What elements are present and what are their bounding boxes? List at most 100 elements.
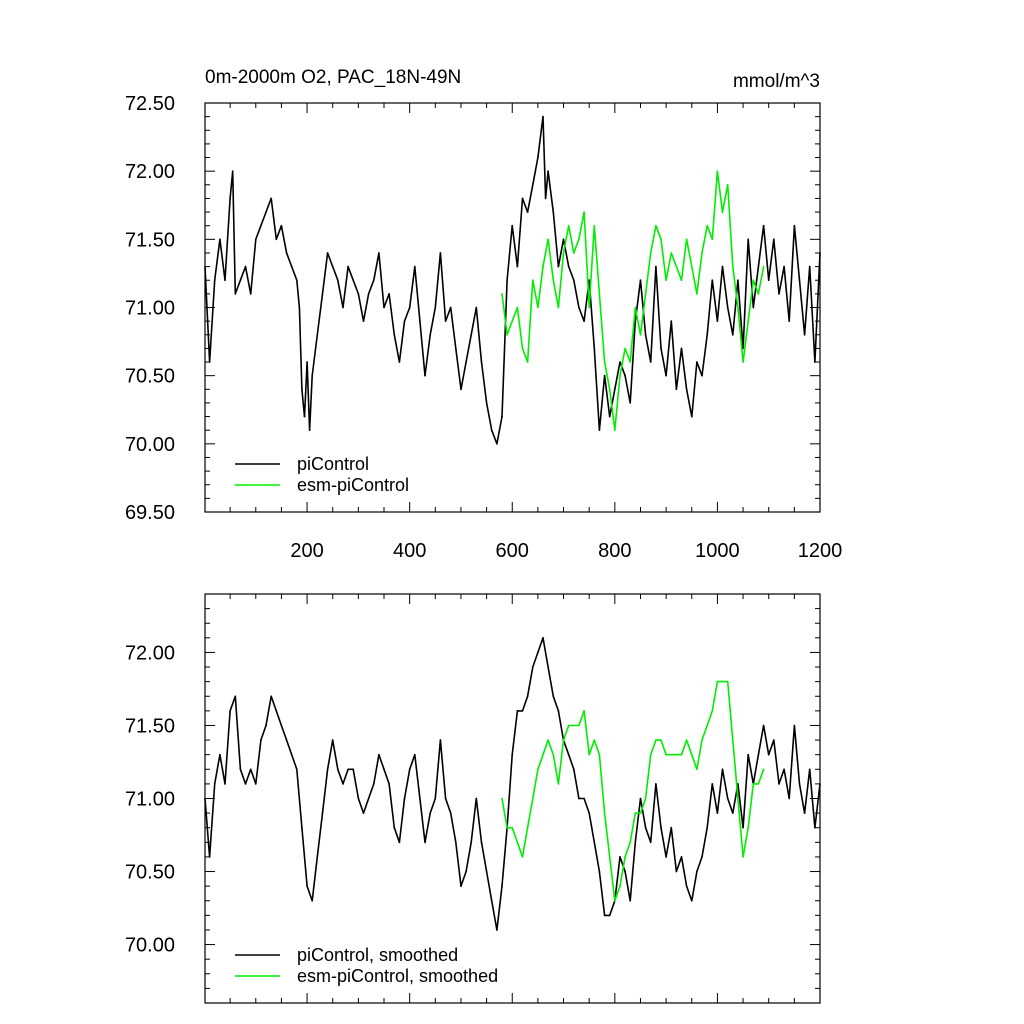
data-point	[629, 361, 632, 363]
data-point	[819, 783, 821, 785]
data-point	[634, 841, 637, 844]
data-point	[732, 333, 734, 336]
data-point	[793, 724, 796, 727]
data-point	[444, 320, 447, 322]
data-point	[660, 826, 662, 829]
data-point	[608, 914, 611, 917]
data-point	[696, 870, 698, 873]
data-point	[701, 374, 703, 377]
data-point	[783, 265, 785, 268]
data-point	[249, 293, 252, 295]
data-point	[347, 265, 349, 268]
data-point	[680, 856, 683, 858]
data-point	[593, 841, 596, 844]
data-point	[526, 361, 529, 363]
data-point	[716, 170, 719, 172]
series-line-picontrol	[204, 115, 821, 445]
data-point	[696, 361, 698, 363]
x-tick-label: 600	[496, 540, 529, 562]
data-point	[747, 320, 749, 322]
data-point	[649, 753, 652, 756]
data-point	[603, 812, 606, 814]
y-tick-label: 71.00	[125, 789, 175, 811]
data-point	[690, 265, 693, 268]
data-point	[624, 856, 626, 858]
data-point	[306, 885, 308, 887]
data-point	[357, 797, 360, 800]
data-point	[480, 841, 483, 844]
data-point	[696, 768, 698, 771]
data-point	[665, 856, 667, 858]
data-point	[757, 753, 760, 756]
data-point	[275, 238, 278, 241]
data-point	[326, 252, 329, 254]
data-point	[270, 197, 272, 200]
data-point	[337, 768, 339, 771]
data-point	[608, 856, 611, 858]
data-point	[696, 293, 698, 295]
data-point	[213, 783, 216, 785]
data-point	[465, 870, 467, 873]
data-point	[362, 320, 365, 322]
top-panel: 200 400 600 800 1000 1200 69.50 70.00 70.50 71.00…	[125, 93, 842, 562]
data-point	[542, 115, 544, 118]
data-point	[675, 753, 678, 756]
data-point	[737, 783, 739, 785]
data-point	[588, 753, 590, 756]
data-point	[388, 783, 390, 785]
data-point	[239, 279, 242, 282]
data-point	[511, 826, 514, 829]
data-point	[706, 826, 708, 829]
data-point	[732, 265, 734, 268]
data-point	[219, 753, 221, 756]
data-point	[537, 768, 539, 771]
data-point	[598, 870, 601, 873]
data-point	[721, 768, 724, 771]
data-point	[552, 695, 555, 698]
x-tick-label: 1200	[798, 540, 843, 562]
data-point	[311, 374, 314, 377]
data-point	[244, 265, 247, 268]
data-point	[239, 768, 242, 771]
data-point	[521, 197, 524, 200]
data-point	[711, 710, 714, 712]
data-point	[572, 252, 575, 254]
data-point	[357, 293, 360, 295]
data-point	[557, 710, 560, 712]
data-point	[624, 347, 626, 350]
data-point	[649, 841, 652, 844]
data-point	[521, 856, 524, 858]
data-point	[306, 361, 308, 363]
data-point	[260, 224, 262, 227]
data-point	[685, 388, 688, 391]
data-point	[578, 724, 580, 727]
data-point	[439, 252, 442, 254]
data-point	[352, 279, 355, 282]
data-point	[367, 797, 370, 800]
x-tick-label: 1000	[695, 540, 740, 562]
data-point	[265, 724, 267, 727]
data-point	[296, 279, 298, 282]
data-point	[547, 238, 549, 241]
data-point	[634, 320, 637, 322]
data-point	[531, 279, 534, 282]
data-point	[701, 252, 703, 254]
data-point	[747, 238, 749, 241]
data-point	[557, 306, 560, 309]
data-point	[475, 306, 478, 309]
data-point	[593, 739, 596, 741]
data-point	[372, 783, 375, 785]
data-point	[280, 224, 283, 227]
data-point	[762, 265, 765, 268]
data-point	[567, 224, 570, 227]
chart-title: 0m-2000m O2, PAC_18N-49N	[205, 67, 461, 88]
data-point	[639, 333, 642, 336]
data-point	[531, 666, 534, 668]
data-point	[798, 783, 801, 785]
data-point	[819, 252, 821, 254]
data-point	[298, 306, 301, 309]
data-point	[572, 724, 575, 727]
data-point	[506, 333, 508, 336]
data-point	[757, 265, 760, 268]
data-point	[742, 826, 744, 829]
